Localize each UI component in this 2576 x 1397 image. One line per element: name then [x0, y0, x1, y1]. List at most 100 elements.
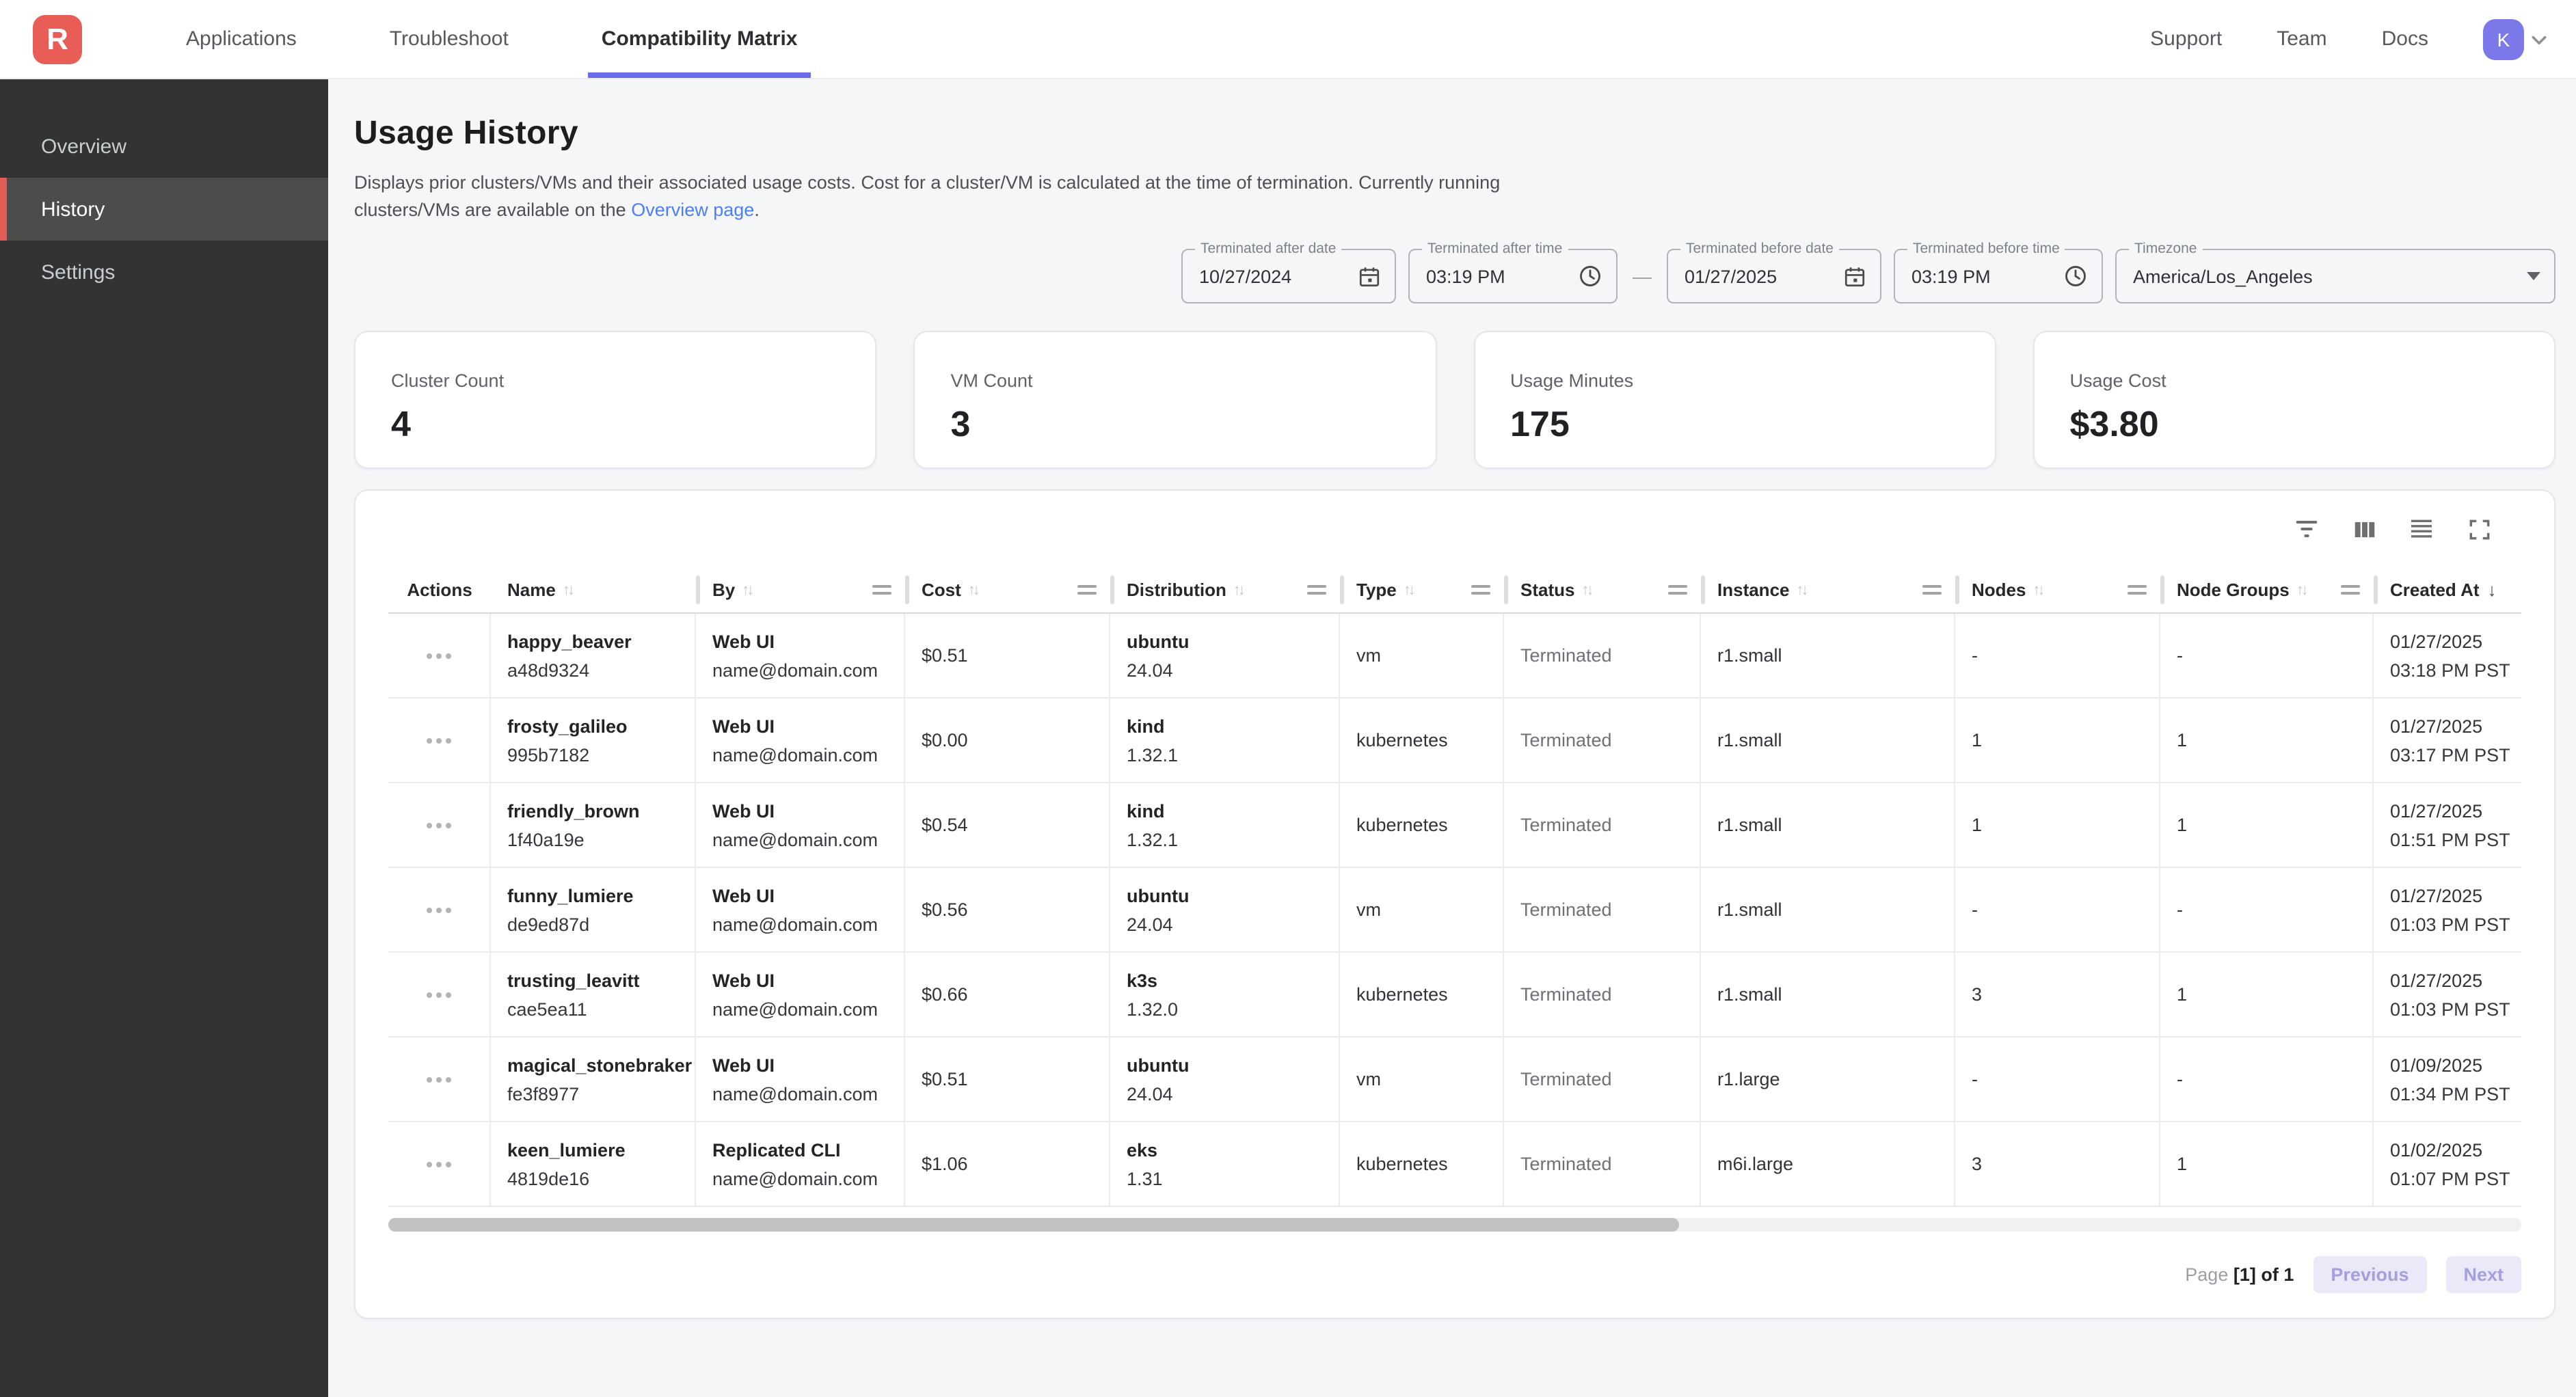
column-label[interactable]: Type — [1356, 580, 1397, 600]
field-value[interactable]: America/Los_Angeles — [2133, 266, 2313, 286]
column-menu-icon[interactable] — [1307, 585, 1326, 595]
table-row[interactable]: friendly_brown 1f40a19e Web UI name@doma… — [388, 783, 2521, 868]
column-menu-icon[interactable] — [1668, 585, 1687, 595]
column-resize-handle[interactable] — [1110, 575, 1114, 604]
table-row[interactable]: trusting_leavitt cae5ea11 Web UI name@do… — [388, 953, 2521, 1037]
row-actions-button[interactable] — [427, 992, 451, 997]
calendar-icon[interactable] — [1344, 265, 1381, 288]
terminated-after-time-field[interactable]: Terminated after time 03:19 PM — [1408, 241, 1618, 303]
sidebar-item-history[interactable]: History — [0, 178, 328, 241]
columns-icon[interactable] — [2349, 514, 2379, 544]
field-value[interactable]: 03:19 PM — [1426, 266, 1505, 286]
row-actions-button[interactable] — [427, 1076, 451, 1082]
sort-icon[interactable]: ↑↓ — [1796, 582, 1809, 598]
horizontal-scrollbar[interactable] — [388, 1218, 2521, 1232]
account-menu[interactable]: K — [2483, 18, 2549, 59]
column-label[interactable]: Cost — [922, 580, 961, 600]
row-actions-button[interactable] — [427, 653, 451, 658]
sort-icon[interactable]: ↑↓ — [1403, 582, 1416, 598]
column-label[interactable]: By — [712, 580, 736, 600]
by-email-link[interactable]: name@domain.com — [712, 914, 878, 934]
column-label[interactable]: Status — [1520, 580, 1575, 600]
column-label[interactable]: Instance — [1717, 580, 1790, 600]
column-resize-handle[interactable] — [1955, 575, 1959, 604]
column-menu-icon[interactable] — [872, 585, 891, 595]
column-header-node-groups[interactable]: Node Groups ↑↓ — [2160, 567, 2374, 612]
column-label[interactable]: Distribution — [1127, 580, 1226, 600]
chevron-down-icon[interactable] — [2530, 29, 2549, 49]
nav-link-docs[interactable]: Docs — [2381, 27, 2428, 51]
clock-icon[interactable] — [1564, 264, 1602, 288]
column-resize-handle[interactable] — [2374, 575, 2378, 604]
timezone-select[interactable]: Timezone America/Los_Angeles — [2115, 241, 2555, 303]
fullscreen-icon[interactable] — [2464, 514, 2494, 544]
row-actions-button[interactable] — [427, 1161, 451, 1167]
tab-compatibility-matrix[interactable]: Compatibility Matrix — [555, 0, 844, 78]
avatar[interactable]: K — [2483, 18, 2524, 59]
column-header-status[interactable]: Status ↑↓ — [1504, 567, 1701, 612]
scrollbar-thumb[interactable] — [388, 1218, 1679, 1232]
column-menu-icon[interactable] — [2128, 585, 2147, 595]
calendar-icon[interactable] — [1829, 265, 1866, 288]
terminated-after-date-field[interactable]: Terminated after date 10/27/2024 — [1181, 241, 1396, 303]
by-email-link[interactable]: name@domain.com — [712, 744, 878, 765]
density-icon[interactable] — [2406, 514, 2437, 544]
dropdown-caret-icon[interactable] — [2513, 272, 2540, 280]
column-label[interactable]: Node Groups — [2177, 580, 2290, 600]
column-label[interactable]: Created At — [2390, 580, 2480, 600]
column-header-created-at[interactable]: Created At ↓ — [2374, 567, 2521, 612]
replicated-logo[interactable]: R — [33, 14, 82, 64]
column-resize-handle[interactable] — [905, 575, 909, 604]
column-header-cost[interactable]: Cost ↑↓ — [905, 567, 1110, 612]
column-header-instance[interactable]: Instance ↑↓ — [1701, 567, 1955, 612]
next-button[interactable]: Next — [2445, 1256, 2521, 1293]
column-resize-handle[interactable] — [2160, 575, 2164, 604]
row-actions-button[interactable] — [427, 822, 451, 828]
by-email-link[interactable]: name@domain.com — [712, 1083, 878, 1104]
column-header-type[interactable]: Type ↑↓ — [1340, 567, 1504, 612]
table-row[interactable]: funny_lumiere de9ed87d Web UI name@domai… — [388, 868, 2521, 953]
field-value[interactable]: 01/27/2025 — [1685, 266, 1777, 286]
sort-icon[interactable]: ↑↓ — [742, 582, 754, 598]
sidebar-item-settings[interactable]: Settings — [41, 260, 116, 284]
table-row[interactable]: magical_stonebraker fe3f8977 Web UI name… — [388, 1037, 2521, 1122]
tab-troubleshoot[interactable]: Troubleshoot — [389, 27, 509, 51]
table-row[interactable]: happy_beaver a48d9324 Web UI name@domain… — [388, 614, 2521, 698]
column-menu-icon[interactable] — [1471, 585, 1490, 595]
by-email-link[interactable]: name@domain.com — [712, 829, 878, 850]
column-resize-handle[interactable] — [1701, 575, 1705, 604]
column-menu-icon[interactable] — [2341, 585, 2360, 595]
field-value[interactable]: 10/27/2024 — [1199, 266, 1292, 286]
by-email-link[interactable]: name@domain.com — [712, 1168, 878, 1189]
column-header-nodes[interactable]: Nodes ↑↓ — [1955, 567, 2160, 612]
column-resize-handle[interactable] — [696, 575, 700, 604]
nav-link-support[interactable]: Support — [2150, 27, 2223, 51]
overview-page-link[interactable]: Overview page — [631, 200, 755, 220]
column-header-distribution[interactable]: Distribution ↑↓ — [1110, 567, 1340, 612]
sort-icon[interactable]: ↑↓ — [562, 582, 575, 598]
column-label[interactable]: Name — [507, 580, 556, 600]
column-header-name[interactable]: Name ↑↓ — [491, 567, 696, 612]
clock-icon[interactable] — [2050, 264, 2088, 288]
table-row[interactable]: frosty_galileo 995b7182 Web UI name@doma… — [388, 698, 2521, 783]
column-label[interactable]: Nodes — [1972, 580, 2026, 600]
column-header-by[interactable]: By ↑↓ — [696, 567, 905, 612]
column-menu-icon[interactable] — [1077, 585, 1097, 595]
table-row[interactable]: keen_lumiere 4819de16 Replicated CLI nam… — [388, 1122, 2521, 1207]
by-email-link[interactable]: name@domain.com — [712, 999, 878, 1019]
sort-icon[interactable]: ↑↓ — [2032, 582, 2045, 598]
tab-applications[interactable]: Applications — [186, 27, 297, 51]
previous-button[interactable]: Previous — [2313, 1256, 2427, 1293]
column-resize-handle[interactable] — [1504, 575, 1508, 604]
field-value[interactable]: 03:19 PM — [1911, 266, 1991, 286]
sort-icon[interactable]: ↑↓ — [2296, 582, 2309, 598]
nav-link-team[interactable]: Team — [2277, 27, 2327, 51]
row-actions-button[interactable] — [427, 737, 451, 743]
sort-icon[interactable]: ↑↓ — [967, 582, 980, 598]
terminated-before-time-field[interactable]: Terminated before time 03:19 PM — [1894, 241, 2103, 303]
sort-desc-icon[interactable]: ↓ — [2487, 580, 2497, 600]
row-actions-button[interactable] — [427, 907, 451, 912]
sort-icon[interactable]: ↑↓ — [1581, 582, 1594, 598]
sort-icon[interactable]: ↑↓ — [1233, 582, 1246, 598]
column-resize-handle[interactable] — [1340, 575, 1344, 604]
